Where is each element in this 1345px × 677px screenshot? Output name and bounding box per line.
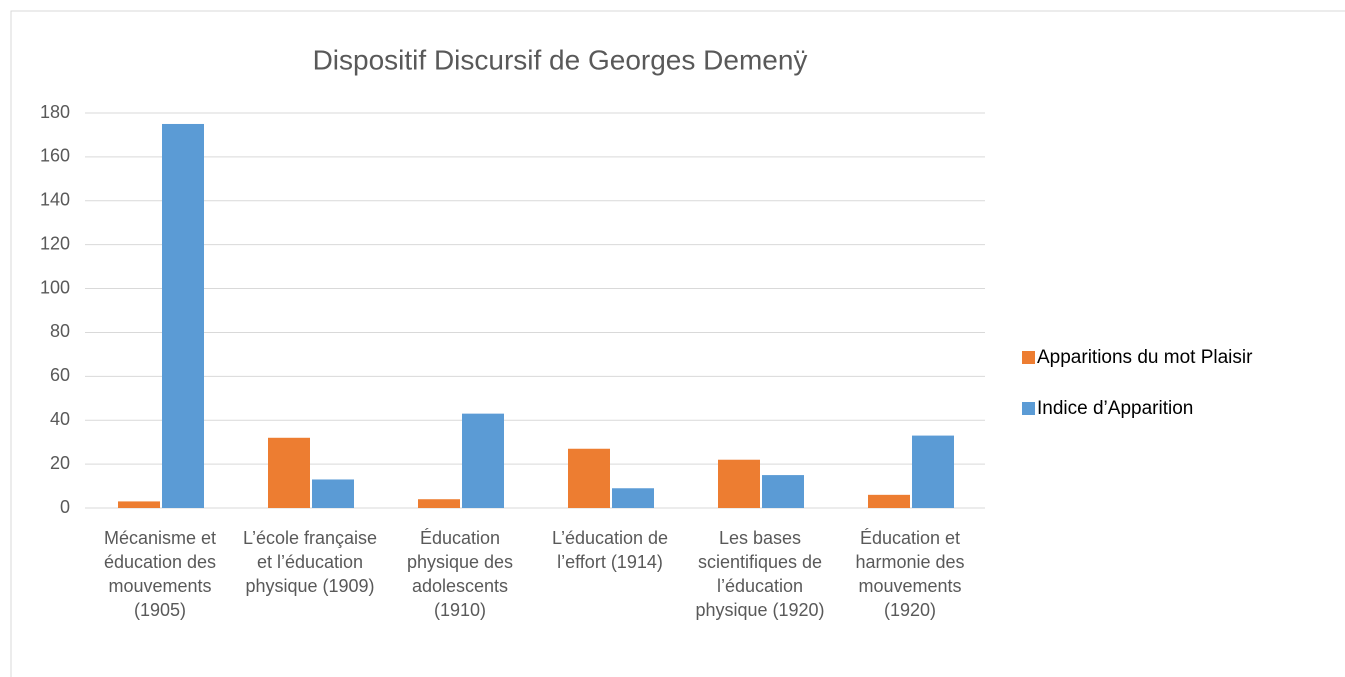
bar <box>912 435 954 508</box>
bar <box>612 488 654 508</box>
x-tick-label: Les bases scientifiques de l’éducation p… <box>695 528 825 620</box>
bar <box>868 494 910 508</box>
chart-title: Dispositif Discursif de Georges Demenÿ <box>313 44 808 75</box>
y-tick-label: 40 <box>50 409 70 429</box>
bar <box>418 499 460 508</box>
y-tick-label: 120 <box>40 233 70 253</box>
y-tick-label: 80 <box>50 321 70 341</box>
chart-border <box>10 10 1345 677</box>
bar <box>718 459 760 508</box>
bar <box>118 501 160 508</box>
bar <box>762 475 804 508</box>
y-tick-label: 140 <box>40 190 70 210</box>
y-tick-label: 0 <box>60 497 70 517</box>
bar <box>462 413 504 508</box>
x-tick-label: Éducation et harmonie des mouvements (19… <box>855 528 965 620</box>
legend-label: Indice d’Apparition <box>1037 398 1193 419</box>
y-tick-label: 20 <box>50 453 70 473</box>
bar <box>312 479 354 508</box>
y-tick-label: 180 <box>40 102 70 122</box>
y-tick-label: 60 <box>50 365 70 385</box>
legend-label: Apparitions du mot Plaisir <box>1037 347 1253 368</box>
bar <box>268 437 310 508</box>
y-tick-label: 160 <box>40 146 70 166</box>
x-tick-label: Mécanisme et éducation des mouvements (1… <box>103 528 217 620</box>
x-tick-label: L’école française et l’éducation physiqu… <box>242 528 378 596</box>
legend-swatch <box>1022 402 1035 415</box>
legend-swatch <box>1022 351 1035 364</box>
y-tick-label: 100 <box>40 277 70 297</box>
x-tick-label: Éducation physique des adolescents (1910… <box>406 528 514 620</box>
x-tick-label: L’éducation de l’effort (1914) <box>551 528 669 572</box>
bar <box>568 448 610 508</box>
bar <box>162 123 204 508</box>
